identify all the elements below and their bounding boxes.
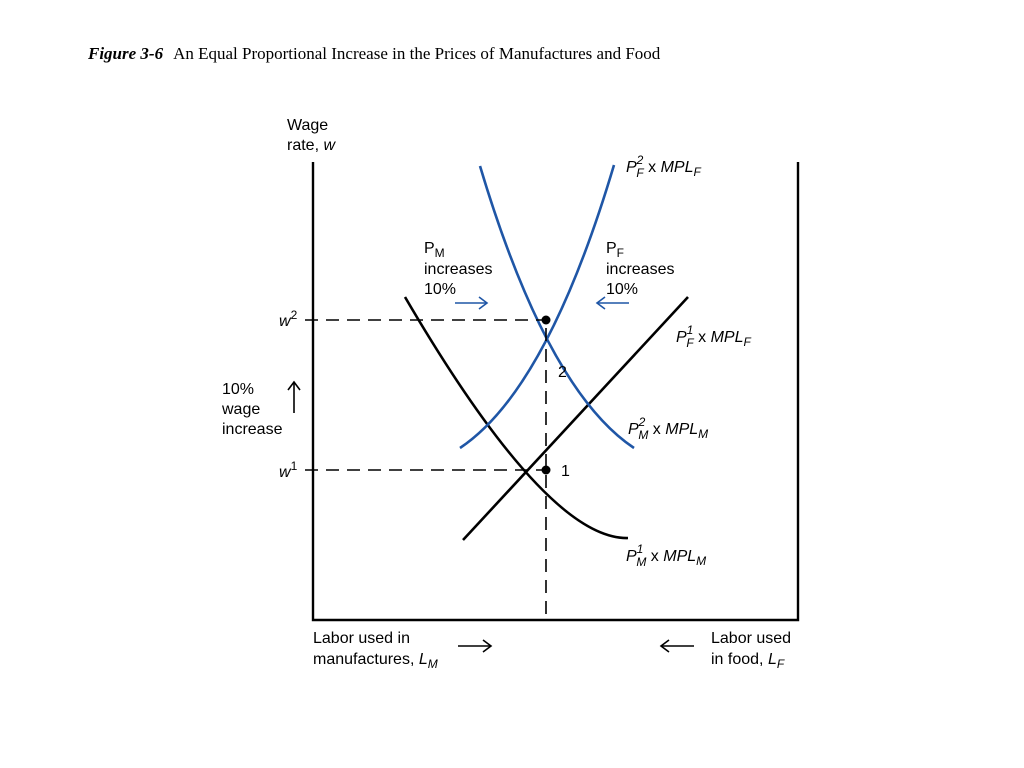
wage-increase-line1: 10% xyxy=(222,381,254,398)
left-axis xyxy=(311,162,800,622)
curve-label-pf2: P2 F x MPLF xyxy=(626,153,702,180)
wage-increase-line3: increase xyxy=(222,421,283,438)
curve-label-pm2: P2 M x MPLM xyxy=(628,415,708,442)
w2-label: w2 xyxy=(279,308,298,330)
curve-label-pf1: P1 F x MPLF xyxy=(676,323,752,350)
x-axis-right-label-line1: Labor used xyxy=(711,630,791,647)
pf-increases-line1: PF xyxy=(606,240,624,260)
curve-pf2-mplf xyxy=(459,164,616,450)
pf-increases-line2: increases xyxy=(606,261,674,278)
point-1-label: 1 xyxy=(561,463,570,480)
curve-pm2-mplm xyxy=(478,165,635,450)
curve-pf1-mplf xyxy=(462,296,689,541)
equilibrium-point-2 xyxy=(541,315,551,325)
pm-increases-line2: increases xyxy=(424,261,492,278)
figure-title: Figure 3-6 An Equal Proportional Increase… xyxy=(88,44,660,64)
equilibrium-point-1 xyxy=(541,465,551,475)
pm-increases-line3: 10% xyxy=(424,281,456,298)
labor-manufactures-arrow-icon xyxy=(458,639,493,653)
y-axis-label-line2: rate, w xyxy=(287,137,336,154)
y-axis-label-line1: Wage xyxy=(287,117,328,134)
curve-label-pm1: P1 M x MPLM xyxy=(626,542,706,569)
figure-number: Figure 3-6 xyxy=(88,44,164,63)
up-arrow-icon xyxy=(287,380,301,413)
x-axis-left-label-line2: manufactures, LM xyxy=(313,651,438,671)
pf-increases-line3: 10% xyxy=(606,281,638,298)
right-arrow-icon xyxy=(455,296,489,310)
point-2-label: 2 xyxy=(558,364,567,381)
curve-pm1-mplm xyxy=(403,296,629,540)
x-axis-left-label-line1: Labor used in xyxy=(313,630,410,647)
x-axis-right-label-line2: in food, LF xyxy=(711,651,785,671)
pm-increases-line1: PM xyxy=(424,240,445,260)
left-arrow-icon xyxy=(595,296,629,310)
figure-caption: An Equal Proportional Increase in the Pr… xyxy=(173,44,661,63)
labor-food-arrow-icon xyxy=(659,639,694,653)
wage-increase-line2: wage xyxy=(221,401,260,418)
w1-label: w1 xyxy=(279,459,298,481)
